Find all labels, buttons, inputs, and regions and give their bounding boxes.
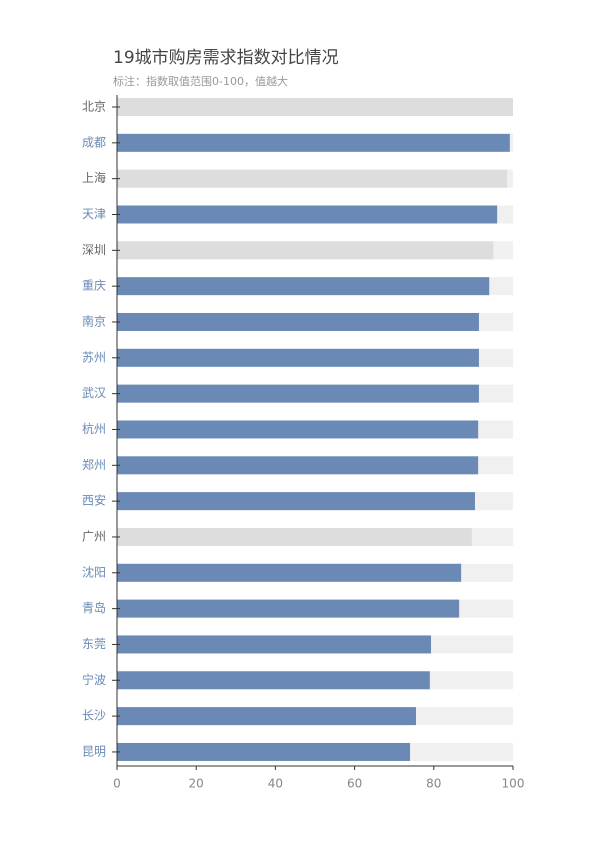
x-tick-label: 60 [347, 777, 362, 791]
bar [117, 98, 513, 116]
y-tick-label: 上海 [82, 170, 106, 185]
bar [117, 384, 479, 403]
y-tick-label: 昆明 [82, 744, 106, 758]
y-tick-label: 武汉 [82, 386, 106, 400]
bar [117, 492, 475, 511]
y-tick-label: 西安 [82, 493, 106, 508]
bar [117, 671, 430, 690]
y-tick-label: 杭州 [82, 421, 106, 436]
bar [117, 133, 510, 152]
bar [117, 599, 460, 618]
bar [117, 527, 472, 546]
bar [117, 348, 479, 367]
bar [117, 312, 479, 331]
bar [117, 635, 432, 654]
y-tick-label: 成都 [82, 135, 106, 149]
y-tick-label: 东莞 [82, 637, 106, 651]
x-tick-label: 40 [268, 777, 283, 791]
x-tick-label: 80 [426, 777, 441, 791]
y-tick-label: 长沙 [82, 709, 106, 723]
y-tick-label: 深圳 [82, 243, 106, 257]
y-tick-label: 郑州 [82, 457, 106, 472]
bar [117, 205, 498, 224]
y-tick-label: 南京 [82, 313, 106, 328]
y-tick-label: 青岛 [82, 600, 106, 615]
chart-subtitle: 标注：指数取值范围0-100，值越大 [113, 74, 288, 88]
bar [117, 241, 494, 260]
y-tick-label: 重庆 [82, 279, 106, 293]
y-tick-label: 广州 [82, 529, 106, 543]
bar [117, 169, 508, 188]
bar [117, 420, 479, 439]
bar [117, 707, 416, 726]
x-tick-label: 100 [502, 777, 525, 791]
bar [117, 563, 462, 582]
y-tick-label: 宁波 [82, 672, 106, 687]
x-tick-label: 0 [113, 777, 121, 791]
y-tick-label: 天津 [82, 207, 106, 221]
bar [117, 742, 411, 761]
y-tick-label: 苏州 [82, 350, 106, 364]
y-tick-label: 沈阳 [82, 564, 106, 579]
chart-title: 19城市购房需求指数对比情况 [113, 48, 339, 68]
x-tick-label: 20 [189, 777, 204, 791]
y-tick-label: 北京 [82, 100, 106, 114]
bar [117, 277, 490, 296]
bar [117, 456, 479, 475]
